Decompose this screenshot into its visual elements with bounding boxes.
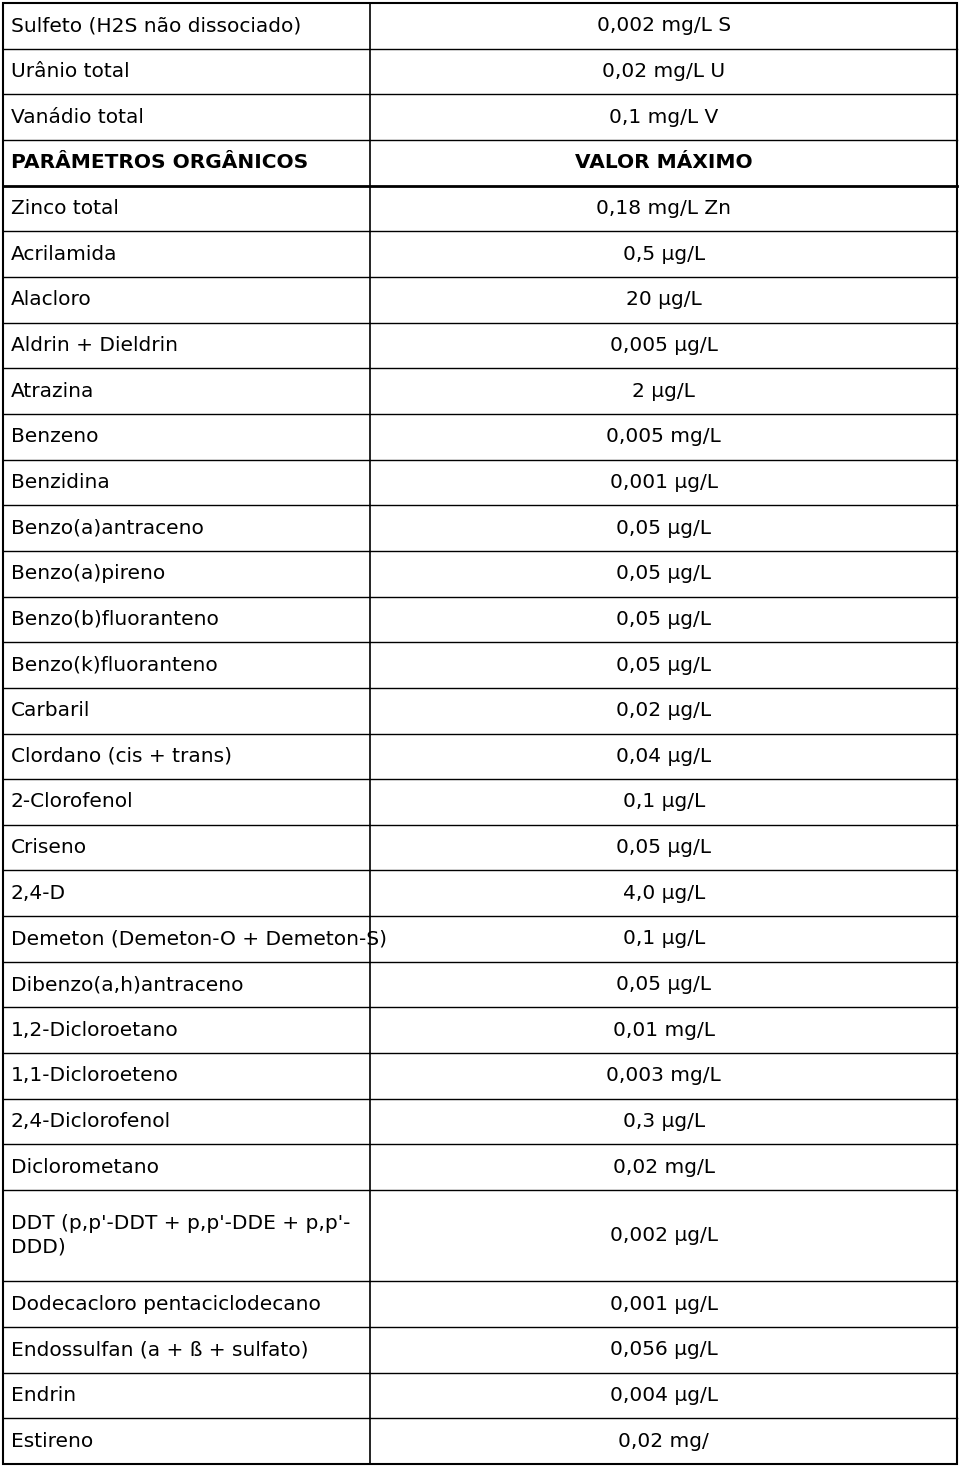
Text: 0,1 mg/L V: 0,1 mg/L V [609,107,718,126]
Text: 0,002 mg/L S: 0,002 mg/L S [596,16,731,35]
Text: Benzo(k)fluoranteno: Benzo(k)fluoranteno [11,656,218,675]
Text: 0,3 µg/L: 0,3 µg/L [623,1112,705,1131]
Text: Dodecacloro pentaciclodecano: Dodecacloro pentaciclodecano [11,1295,321,1314]
Text: 2 µg/L: 2 µg/L [633,381,695,400]
Text: 0,001 µg/L: 0,001 µg/L [610,1295,718,1314]
Text: VALOR MÁXIMO: VALOR MÁXIMO [575,153,753,172]
Text: 0,02 mg/L: 0,02 mg/L [612,1157,714,1177]
Text: Estireno: Estireno [11,1432,93,1451]
Text: Atrazina: Atrazina [11,381,94,400]
Text: 2,4-Diclorofenol: 2,4-Diclorofenol [11,1112,171,1131]
Text: 0,1 µg/L: 0,1 µg/L [622,792,705,811]
Text: 0,05 µg/L: 0,05 µg/L [616,518,711,537]
Text: 20 µg/L: 20 µg/L [626,290,702,310]
Text: 0,002 µg/L: 0,002 µg/L [610,1226,718,1245]
Text: Zinco total: Zinco total [11,200,119,219]
Text: 0,05 µg/L: 0,05 µg/L [616,656,711,675]
Text: Benzidina: Benzidina [11,472,109,491]
Text: 0,01 mg/L: 0,01 mg/L [612,1021,714,1040]
Text: 0,05 µg/L: 0,05 µg/L [616,565,711,584]
Text: Benzeno: Benzeno [11,427,99,446]
Text: Diclorometano: Diclorometano [11,1157,159,1177]
Text: 0,05 µg/L: 0,05 µg/L [616,610,711,629]
Text: 2,4-D: 2,4-D [11,883,66,902]
Text: Urânio total: Urânio total [11,62,130,81]
Text: 0,04 µg/L: 0,04 µg/L [616,747,711,766]
Text: 4,0 µg/L: 4,0 µg/L [622,883,705,902]
Text: 0,1 µg/L: 0,1 µg/L [622,930,705,949]
Text: 0,02 mg/L U: 0,02 mg/L U [602,62,725,81]
Text: PARÂMETROS ORGÂNICOS: PARÂMETROS ORGÂNICOS [11,153,308,172]
Text: 0,056 µg/L: 0,056 µg/L [610,1341,717,1360]
Text: 0,05 µg/L: 0,05 µg/L [616,838,711,857]
Text: Criseno: Criseno [11,838,87,857]
Text: 0,001 µg/L: 0,001 µg/L [610,472,718,491]
Text: Aldrin + Dieldrin: Aldrin + Dieldrin [11,336,178,355]
Text: Carbaril: Carbaril [11,701,90,720]
Text: DDT (p,p'-DDT + p,p'-DDE + p,p'-
DDD): DDT (p,p'-DDT + p,p'-DDE + p,p'- DDD) [11,1215,350,1257]
Text: Endrin: Endrin [11,1386,76,1405]
Text: Dibenzo(a,h)antraceno: Dibenzo(a,h)antraceno [11,976,244,995]
Text: 0,02 µg/L: 0,02 µg/L [616,701,711,720]
Text: 0,004 µg/L: 0,004 µg/L [610,1386,718,1405]
Text: 0,003 mg/L: 0,003 mg/L [607,1067,721,1086]
Text: Clordano (cis + trans): Clordano (cis + trans) [11,747,232,766]
Text: Benzo(a)pireno: Benzo(a)pireno [11,565,165,584]
Text: Acrilamida: Acrilamida [11,245,117,264]
Text: Demeton (Demeton-O + Demeton-S): Demeton (Demeton-O + Demeton-S) [11,930,387,949]
Text: 0,005 µg/L: 0,005 µg/L [610,336,717,355]
Text: Alacloro: Alacloro [11,290,92,310]
Text: 1,2-Dicloroetano: 1,2-Dicloroetano [11,1021,179,1040]
Text: Sulfeto (H2S não dissociado): Sulfeto (H2S não dissociado) [11,16,301,35]
Text: 0,005 mg/L: 0,005 mg/L [607,427,721,446]
Text: Benzo(b)fluoranteno: Benzo(b)fluoranteno [11,610,219,629]
Text: 0,05 µg/L: 0,05 µg/L [616,976,711,995]
Text: Endossulfan (a + ß + sulfato): Endossulfan (a + ß + sulfato) [11,1341,308,1360]
Text: Vanádio total: Vanádio total [11,107,144,126]
Text: Benzo(a)antraceno: Benzo(a)antraceno [11,518,204,537]
Text: 0,5 µg/L: 0,5 µg/L [623,245,705,264]
Text: 1,1-Dicloroeteno: 1,1-Dicloroeteno [11,1067,179,1086]
Text: 0,02 mg/: 0,02 mg/ [618,1432,709,1451]
Text: 2-Clorofenol: 2-Clorofenol [11,792,133,811]
Text: 0,18 mg/L Zn: 0,18 mg/L Zn [596,200,732,219]
